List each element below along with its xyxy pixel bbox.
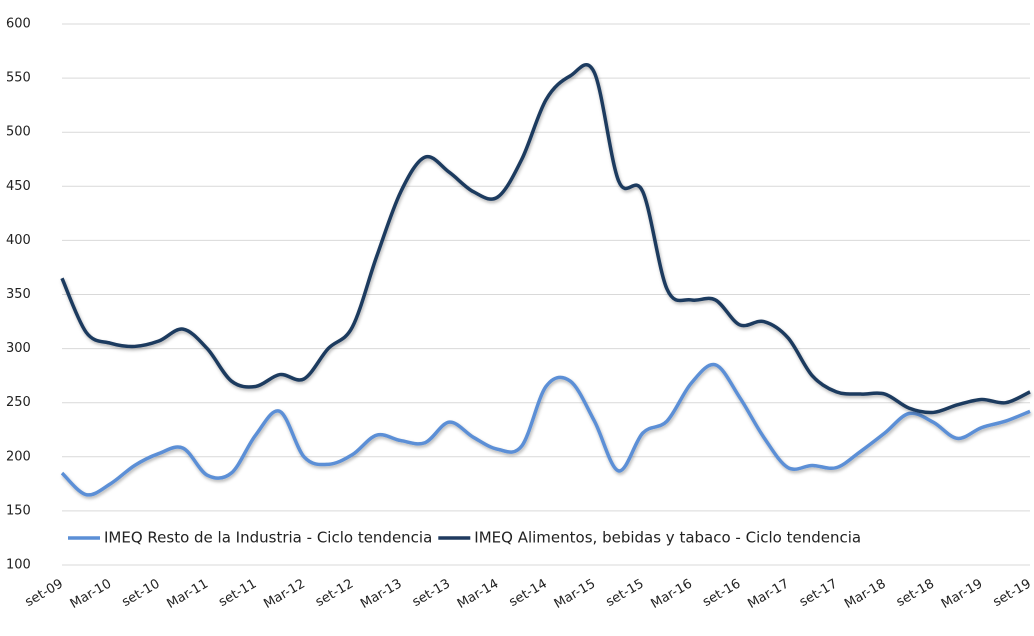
y-tick-label: 450 — [6, 179, 31, 194]
x-tick-label: Mar-11 — [165, 577, 211, 612]
y-tick-label: 150 — [6, 503, 31, 518]
x-tick-label: Mar-16 — [649, 577, 695, 612]
x-tick-label: set-15 — [603, 577, 646, 611]
x-tick-label: set-11 — [216, 577, 259, 611]
x-tick-label: Mar-12 — [261, 577, 307, 612]
y-tick-label: 350 — [6, 287, 31, 302]
series-line — [60, 362, 1031, 497]
x-tick-label: set-16 — [700, 577, 743, 611]
x-tick-label: set-09 — [23, 577, 66, 611]
legend-label: IMEQ Resto de la Industria - Ciclo tende… — [104, 529, 432, 547]
y-tick-label: 100 — [6, 558, 31, 573]
series-line — [60, 63, 1031, 415]
x-tick-label: Mar-18 — [842, 577, 888, 612]
x-tick-label: set-10 — [119, 577, 162, 611]
x-tick-label: set-13 — [410, 577, 453, 611]
y-tick-label: 500 — [6, 125, 31, 140]
legend: IMEQ Resto de la Industria - Ciclo tende… — [68, 529, 861, 547]
y-tick-label: 250 — [6, 395, 31, 410]
x-tick-label: Mar-15 — [552, 577, 598, 612]
x-tick-label: set-14 — [507, 577, 550, 611]
x-tick-label: set-17 — [797, 577, 840, 611]
y-tick-label: 600 — [6, 17, 31, 32]
legend-label: IMEQ Alimentos, bebidas y tabaco - Ciclo… — [474, 529, 861, 547]
y-tick-label: 550 — [6, 71, 31, 86]
x-tick-label: set-12 — [313, 577, 356, 611]
y-tick-label: 400 — [6, 233, 31, 248]
x-tick-label: set-19 — [991, 577, 1034, 611]
x-tick-label: Mar-19 — [939, 577, 985, 612]
y-tick-label: 200 — [6, 449, 31, 464]
x-tick-label: Mar-13 — [358, 577, 404, 612]
x-tick-label: Mar-17 — [745, 577, 791, 612]
x-tick-label: Mar-14 — [455, 577, 501, 612]
x-tick-label: Mar-10 — [68, 577, 114, 612]
y-tick-label: 300 — [6, 341, 31, 356]
x-tick-label: set-18 — [894, 577, 937, 611]
